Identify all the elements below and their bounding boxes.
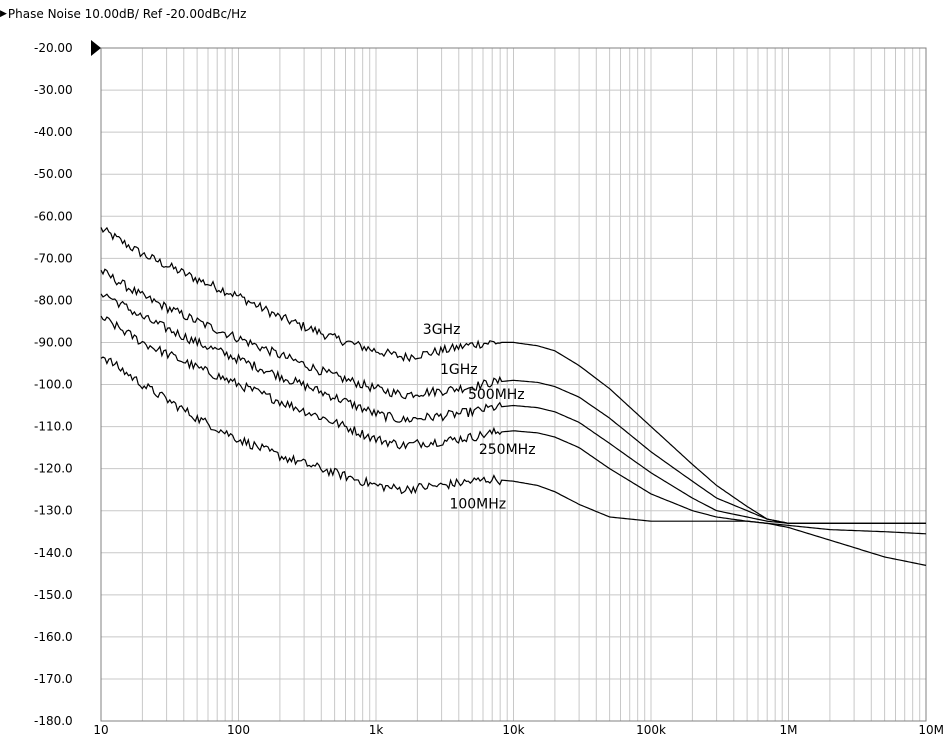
y-tick-label: -30.00 <box>34 83 73 97</box>
chart-header: ▶ Phase Noise 10.00dB/ Ref -20.00dBc/Hz <box>0 6 246 22</box>
trace-labels: 3GHz 1GHz 500MHz 250MHz 100MHz <box>423 322 536 513</box>
chart-title: Phase Noise 10.00dB/ Ref -20.00dBc/Hz <box>7 7 247 21</box>
trace-label-3ghz: 3GHz <box>423 322 461 338</box>
y-axis: -20.00 -30.00 -40.00 -50.00 -60.00 -70.00 -80.… <box>34 41 73 728</box>
x-tick-label: 10k <box>502 723 524 737</box>
x-tick-label: 10 <box>93 723 108 737</box>
trace-500mhz <box>100 293 926 524</box>
y-tick-label: -50.00 <box>34 167 73 181</box>
reference-level-marker-icon[interactable] <box>91 40 101 56</box>
y-tick-label: -150.0 <box>34 588 73 602</box>
x-tick-label: 10M <box>918 723 944 737</box>
trace-label-1ghz: 1GHz <box>440 362 478 378</box>
x-tick-label: 100 <box>227 723 250 737</box>
x-tick-label: 1k <box>369 723 384 737</box>
y-tick-label: -60.00 <box>34 209 73 223</box>
y-tick-label: -90.00 <box>34 335 73 349</box>
active-trace-marker-icon[interactable]: ▶ <box>0 9 7 19</box>
traces <box>100 226 927 566</box>
trace-label-100mhz: 100MHz <box>449 497 506 513</box>
y-tick-label: -100.0 <box>34 378 73 392</box>
trace-label-250mhz: 250MHz <box>479 442 536 458</box>
y-tick-label: -20.00 <box>34 41 73 55</box>
y-tick-label: -120.0 <box>34 462 73 476</box>
x-axis: 10 100 1k 10k 100k 1M 10M <box>93 723 944 737</box>
trace-label-500mhz: 500MHz <box>468 387 525 403</box>
y-tick-label: -70.00 <box>34 251 73 265</box>
y-tick-label: -140.0 <box>34 546 73 560</box>
trace-100mhz <box>100 356 927 566</box>
y-tick-label: -110.0 <box>34 420 73 434</box>
trace-250mhz <box>100 315 927 535</box>
y-tick-label: -160.0 <box>34 630 73 644</box>
x-tick-label: 1M <box>780 723 798 737</box>
grid <box>100 47 926 722</box>
y-tick-label: -40.00 <box>34 125 73 139</box>
y-tick-label: -80.00 <box>34 293 73 307</box>
x-tick-label: 100k <box>636 723 666 737</box>
y-tick-label: -170.0 <box>34 672 73 686</box>
y-tick-label: -130.0 <box>34 504 73 518</box>
y-tick-label: -180.0 <box>34 714 73 728</box>
plot-frame <box>100 47 927 722</box>
